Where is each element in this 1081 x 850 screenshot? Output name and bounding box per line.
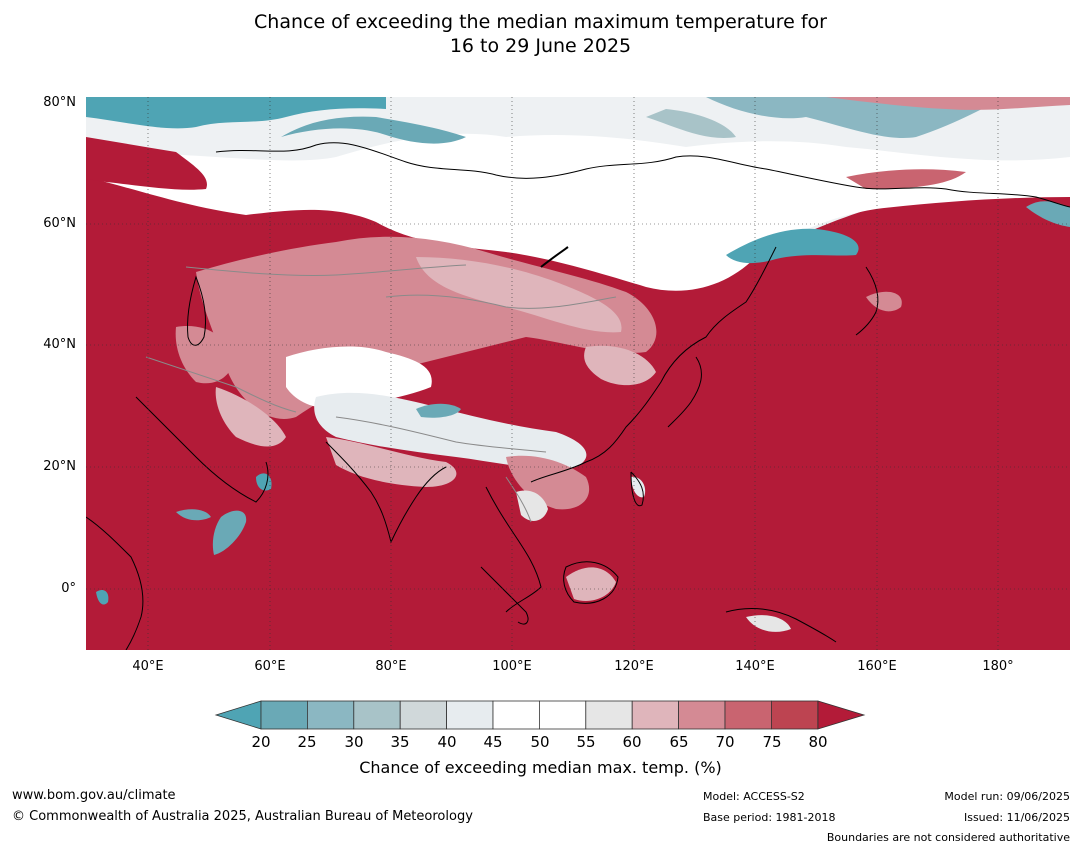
lon-label-120e: 120°E [614,659,654,674]
lat-label-20n: 20°N [43,459,76,474]
indochina-light [516,490,548,521]
east-siberia-teal [726,228,859,264]
colorbar-below-20 [214,700,262,730]
lon-label-140e: 140°E [735,659,775,674]
colorbar-tick-35: 35 [390,733,410,751]
colorbar-above-80 [817,700,866,730]
country-boundaries [145,264,617,523]
coast-southeast-asia [485,486,542,613]
border-china-india [335,416,547,453]
arctic-teal-kara [281,116,466,144]
east-arctic-pink [846,169,966,189]
philippines-light [631,476,646,498]
colorbar-tick-65: 65 [669,733,689,751]
colorbar-tick-80: 80 [808,733,828,751]
website-link[interactable]: www.bom.gov.au/climate [12,788,176,803]
colorbar-tick-75: 75 [762,733,782,751]
model-run-date: Model run: 09/06/2025 [944,790,1070,803]
colorbar-label: Chance of exceeding median max. temp. (%… [359,758,722,777]
colorbar-30-35 [353,700,401,730]
colorbar-65-70 [678,700,726,730]
lon-label-40e: 40°E [132,659,164,674]
lon-label-60e: 60°E [254,659,286,674]
mongolia-light [416,257,622,333]
somalia-teal [212,510,247,555]
coast-east-asia [530,246,777,483]
china-east-light [584,345,656,386]
copyright-text: © Commonwealth of Australia 2025, Austra… [12,809,473,824]
colorbar-70-75 [724,700,772,730]
border-russia-kazakhstan [185,264,467,276]
coast-borneo [563,561,619,604]
scandinavia-red [86,137,207,190]
title-line-1: Chance of exceeding the median maximum t… [254,11,827,33]
colorbar-75-80 [771,700,819,730]
chukotka-teal [1026,201,1070,227]
coast-north-eurasia [215,142,1070,208]
colorbar-50-55 [538,700,587,730]
coast-arabia [135,396,269,503]
boundaries-disclaimer: Boundaries are not considered authoritat… [826,831,1070,844]
lon-label-160e: 160°E [857,659,897,674]
pacific-pink-patch [866,291,902,312]
colorbar-tick-20: 20 [251,733,271,751]
borneo-pink [566,567,616,602]
lon-label-80e: 80°E [375,659,407,674]
arctic-teal-central [706,97,986,138]
colorbar-20-25 [260,700,308,730]
caspian-region-pink [175,326,236,384]
lat-label-0: 0° [61,581,76,596]
coast-philippines [630,471,644,507]
coast-new-guinea [725,607,837,643]
colorbar-tick-40: 40 [437,733,457,751]
tibet-teal [416,403,461,418]
colorbar-tick-50: 50 [530,733,550,751]
tarim-white [286,346,432,409]
title-line-2: 16 to 29 June 2025 [449,35,632,57]
coast-japan [667,356,702,428]
map-canvas [86,97,1070,650]
colorbar-45-50 [492,700,540,730]
colorbar-tick-55: 55 [576,733,596,751]
map-title: Chance of exceeding the median maximum t… [0,10,1081,58]
colorbar-tick-60: 60 [622,733,642,751]
lat-label-60n: 60°N [43,216,76,231]
lon-label-100e: 100°E [492,659,532,674]
issued-date: Issued: 11/06/2025 [963,811,1070,824]
coast-east-africa [86,516,144,650]
arctic-pink-north-east [826,97,1070,110]
siberia-white-core [86,133,1070,291]
colorbar-tick-25: 25 [297,733,317,751]
colorbar-tick-30: 30 [344,733,364,751]
coast-sumatra [480,566,529,625]
arctic-light-east [646,109,736,138]
colorbar [214,700,866,730]
border-china-mongolia [385,294,617,309]
colorbar-55-60 [585,700,633,730]
border-southeast-asia [505,476,532,523]
coast-kamchatka [855,266,879,336]
colorbar-40-45 [446,700,494,730]
border-middle-east [145,356,297,413]
lon-label-180: 180° [982,659,1014,674]
graticule [86,97,1070,650]
lake-baikal [540,246,569,268]
colorbar-35-40 [399,700,447,730]
colorbar-25-30 [307,700,355,730]
lat-label-40n: 40°N [43,337,76,352]
arabia-pink [215,387,286,447]
east-africa-teal [96,590,109,605]
colorbar-tick-45: 45 [483,733,503,751]
model-name: Model: ACCESS-S2 [703,790,805,803]
colorbar-tick-70: 70 [715,733,735,751]
colorbar-60-65 [631,700,680,730]
png-light [746,615,791,632]
lat-label-80n: 80°N [43,95,76,110]
gulf-aden-teal [176,509,211,521]
arctic-teal-west [86,97,386,129]
base-period: Base period: 1981-2018 [703,811,836,824]
forecast-map [86,97,1070,650]
